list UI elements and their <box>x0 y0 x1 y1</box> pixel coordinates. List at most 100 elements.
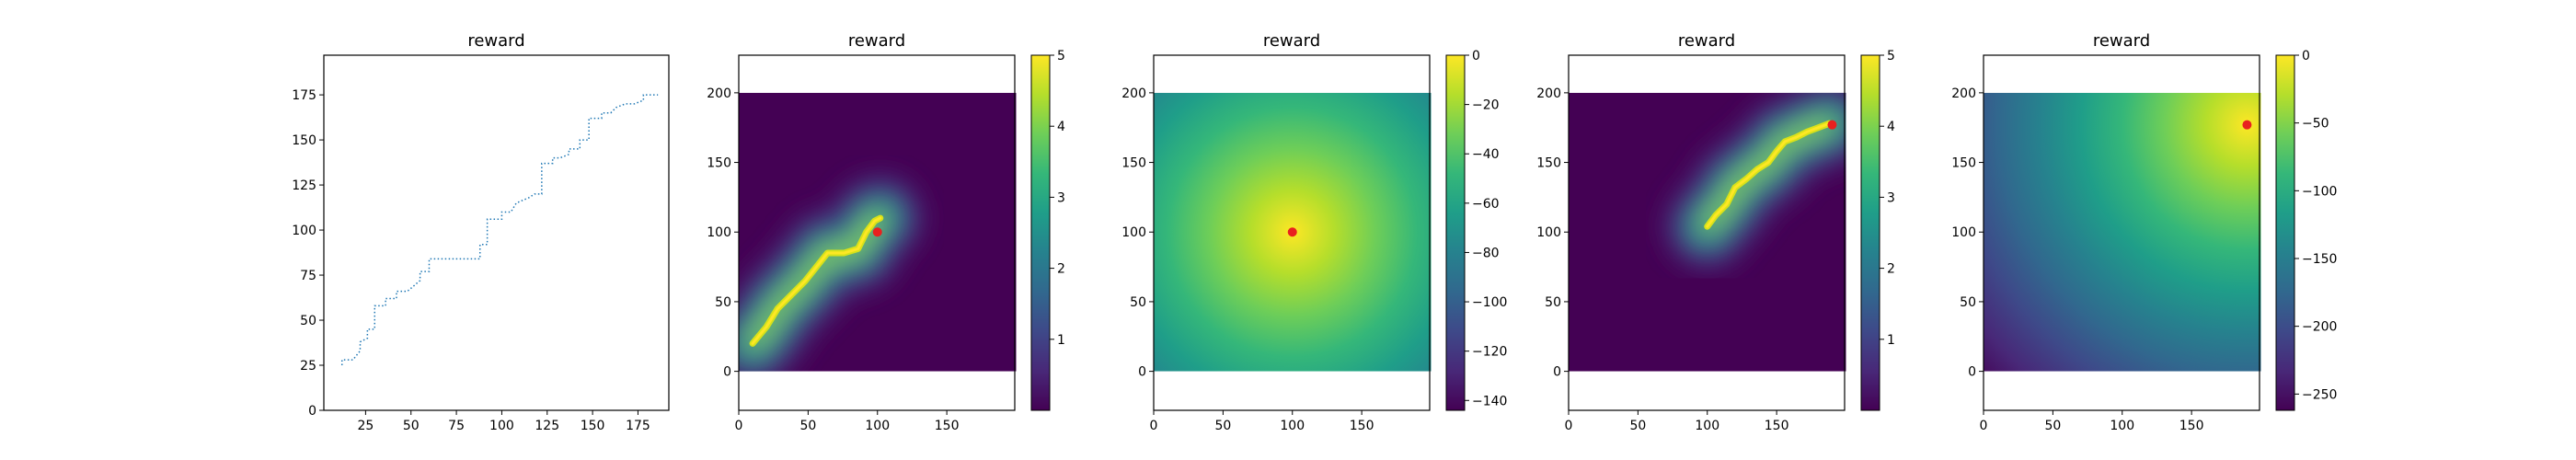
y-tick-label: 75 <box>300 269 316 283</box>
x-tick-label: 125 <box>535 419 559 433</box>
y-tick-label: 0 <box>308 404 316 419</box>
chart-1: reward 25 50 75 100 125 150 175 0 25 50 75 100 125 150… <box>292 31 670 433</box>
y-tick-label: 150 <box>292 133 316 148</box>
x-tick-label: 150 <box>1765 419 1789 433</box>
x-tick-label: 150 <box>1350 419 1374 433</box>
x-tick-label: 75 <box>448 419 465 433</box>
y-tick-label: 50 <box>300 314 316 328</box>
colorbar-tick-label: 0 <box>2302 49 2310 63</box>
y-tick-label: 150 <box>1951 156 1976 171</box>
x-tick-label: 150 <box>935 419 960 433</box>
plot-frame <box>738 54 1016 411</box>
y-tick-label: 50 <box>1130 295 1146 310</box>
colorbar-tick-label: 5 <box>1887 49 1895 63</box>
plot-frame <box>323 54 670 411</box>
colorbar-tick-label: −100 <box>1472 295 1507 310</box>
x-tick-label: 50 <box>799 419 816 433</box>
colorbar-tick-label: −40 <box>1472 147 1500 162</box>
x-tick-label: 50 <box>2044 419 2061 433</box>
y-tick-label: 0 <box>1138 365 1146 380</box>
colorbar-tick-label: 0 <box>1472 49 1480 63</box>
y-tick-label: 100 <box>1536 225 1561 240</box>
colorbar-tick-label: −120 <box>1472 345 1507 360</box>
colorbar-tick-label: −60 <box>1472 197 1500 212</box>
y-tick-label: 50 <box>1545 295 1561 310</box>
x-tick-label: 50 <box>1214 419 1231 433</box>
y-tick-label: 175 <box>292 88 316 103</box>
x-tick-label: 25 <box>357 419 374 433</box>
heatmap-image <box>1569 92 1846 372</box>
x-tick-label: 150 <box>2179 419 2204 433</box>
colorbar <box>1445 54 1466 411</box>
y-tick-label: 100 <box>1951 225 1976 240</box>
colorbar-tick-label: 3 <box>1057 190 1065 205</box>
chart-title: reward <box>1263 31 1320 51</box>
colorbar-tick-label: −100 <box>2302 184 2337 199</box>
y-tick-label: 0 <box>1553 365 1561 380</box>
colorbar-tick-label: −140 <box>1472 394 1507 408</box>
x-tick-label: 0 <box>1150 419 1158 433</box>
y-tick-label: 25 <box>300 359 316 374</box>
x-tick-label: 150 <box>581 419 605 433</box>
y-tick-label: 100 <box>707 225 731 240</box>
x-tick-label: 0 <box>1565 419 1573 433</box>
y-tick-label: 150 <box>1121 156 1146 171</box>
chart-4: reward 0 50 100 150 0 50 100 150 200 1 2 3 4 5 <box>1536 31 1895 433</box>
heatmap-image <box>739 92 1017 372</box>
plot-frame <box>1153 54 1431 411</box>
colorbar <box>1030 54 1051 411</box>
y-tick-label: 150 <box>707 156 731 171</box>
colorbar-tick-label: −200 <box>2302 320 2337 335</box>
x-tick-label: 100 <box>1695 419 1719 433</box>
y-tick-label: 100 <box>1121 225 1146 240</box>
x-tick-label: 100 <box>2110 419 2134 433</box>
colorbar-tick-label: 4 <box>1887 120 1895 134</box>
y-tick-label: 50 <box>1960 295 1976 310</box>
plot-frame <box>1568 54 1846 411</box>
plot-frame <box>1983 54 2260 411</box>
colorbar-tick-label: −80 <box>1472 246 1500 260</box>
colorbar-tick-label: 1 <box>1887 333 1895 348</box>
y-tick-label: 200 <box>1121 86 1146 101</box>
y-tick-label: 150 <box>1536 156 1561 171</box>
target-marker <box>872 227 882 237</box>
y-tick-label: 200 <box>707 86 731 101</box>
colorbar-tick-label: −50 <box>2302 117 2329 132</box>
colorbar <box>2275 54 2295 411</box>
y-tick-label: 0 <box>723 365 731 380</box>
colorbar-tick-label: −250 <box>2302 387 2337 402</box>
heatmap-image <box>1984 92 2261 372</box>
x-tick-label: 175 <box>626 419 650 433</box>
colorbar-tick-label: 2 <box>1887 262 1895 277</box>
reward-ridge-peak <box>1706 121 1831 228</box>
chart-title: reward <box>467 31 524 51</box>
x-tick-label: 100 <box>489 419 514 433</box>
y-tick-label: 125 <box>292 178 316 193</box>
x-tick-label: 0 <box>1980 419 1988 433</box>
chart-5: reward 0 50 100 150 0 50 100 150 200 0 −50 −100 −150 −… <box>1951 31 2337 433</box>
colorbar-tick-label: −20 <box>1472 98 1500 113</box>
y-tick-label: 0 <box>1968 365 1976 380</box>
target-marker <box>2242 120 2252 130</box>
target-marker <box>1827 120 1837 130</box>
chart-3: reward 0 50 100 150 0 50 100 150 200 0 −20 −40 −60 −80… <box>1121 31 1507 433</box>
y-tick-label: 200 <box>1536 86 1561 101</box>
colorbar-tick-label: 5 <box>1057 49 1065 63</box>
colorbar <box>1860 54 1880 411</box>
x-tick-label: 0 <box>735 419 743 433</box>
heatmap-field <box>1984 92 2261 372</box>
x-tick-label: 50 <box>1629 419 1646 433</box>
reward-ridge-peak <box>751 216 882 345</box>
colorbar-tick-label: 4 <box>1057 120 1065 134</box>
y-tick-label: 100 <box>292 224 316 238</box>
x-tick-label: 50 <box>403 419 420 433</box>
trajectory-line <box>340 94 659 366</box>
x-tick-label: 100 <box>865 419 890 433</box>
chart-2: reward 0 50 100 150 0 50 100 150 200 1 2 3 4 5 <box>707 31 1065 433</box>
chart-title: reward <box>1678 31 1735 51</box>
y-tick-label: 200 <box>1951 86 1976 101</box>
target-marker <box>1287 227 1297 237</box>
colorbar-tick-label: 3 <box>1887 190 1895 205</box>
colorbar-tick-label: 1 <box>1057 333 1065 348</box>
